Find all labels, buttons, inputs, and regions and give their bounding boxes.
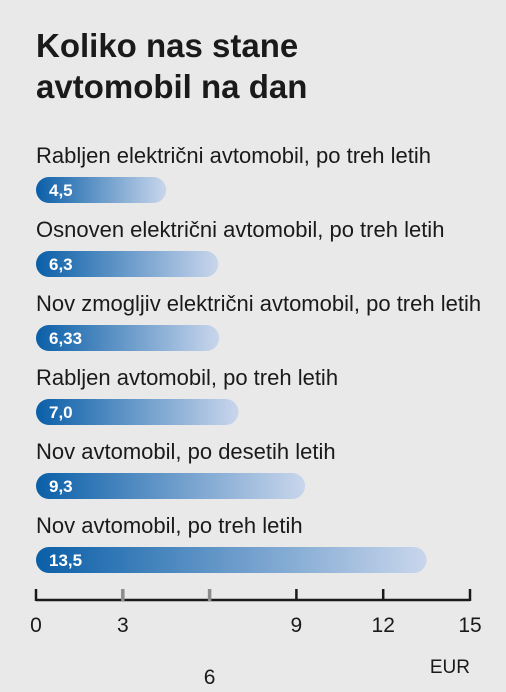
bar-value-label: 6,33 <box>49 329 82 348</box>
bar-value-label: 9,3 <box>49 477 73 496</box>
chart-title: Koliko nas stane avtomobil na dan <box>36 27 307 105</box>
x-tick-label: 3 <box>117 614 129 637</box>
bar-value-label: 6,3 <box>49 255 73 274</box>
x-axis: 0 3 6 9 12 15 <box>30 589 482 689</box>
category-label: Nov avtomobil, po treh letih <box>36 513 303 538</box>
bar <box>36 325 220 351</box>
category-label: Osnoven električni avtomobil, po treh le… <box>36 217 444 242</box>
bars-group: Rabljen električni avtomobil, po treh le… <box>36 143 481 573</box>
x-tick-label: 6 <box>204 666 216 689</box>
chart-title-line-2: avtomobil na dan <box>36 68 307 105</box>
bar <box>36 399 239 425</box>
bar-value-label: 13,5 <box>49 551 82 570</box>
category-label: Rabljen avtomobil, po treh letih <box>36 365 338 390</box>
category-label: Nov avtomobil, po desetih letih <box>36 439 336 464</box>
bar <box>36 547 427 573</box>
x-axis-unit-label: EUR <box>430 657 470 678</box>
bar <box>36 473 306 499</box>
category-label: Rabljen električni avtomobil, po treh le… <box>36 143 431 168</box>
chart-title-line-1: Koliko nas stane <box>36 27 298 64</box>
bar <box>36 251 219 277</box>
x-tick-label: 9 <box>291 614 303 637</box>
bar-value-label: 7,0 <box>49 403 73 422</box>
bar <box>36 177 167 203</box>
x-tick-label: 0 <box>30 614 42 637</box>
bar-value-label: 4,5 <box>49 181 73 200</box>
x-tick-label: 15 <box>458 614 481 637</box>
category-label: Nov zmogljiv električni avtomobil, po tr… <box>36 291 481 316</box>
x-tick-label: 12 <box>372 614 395 637</box>
